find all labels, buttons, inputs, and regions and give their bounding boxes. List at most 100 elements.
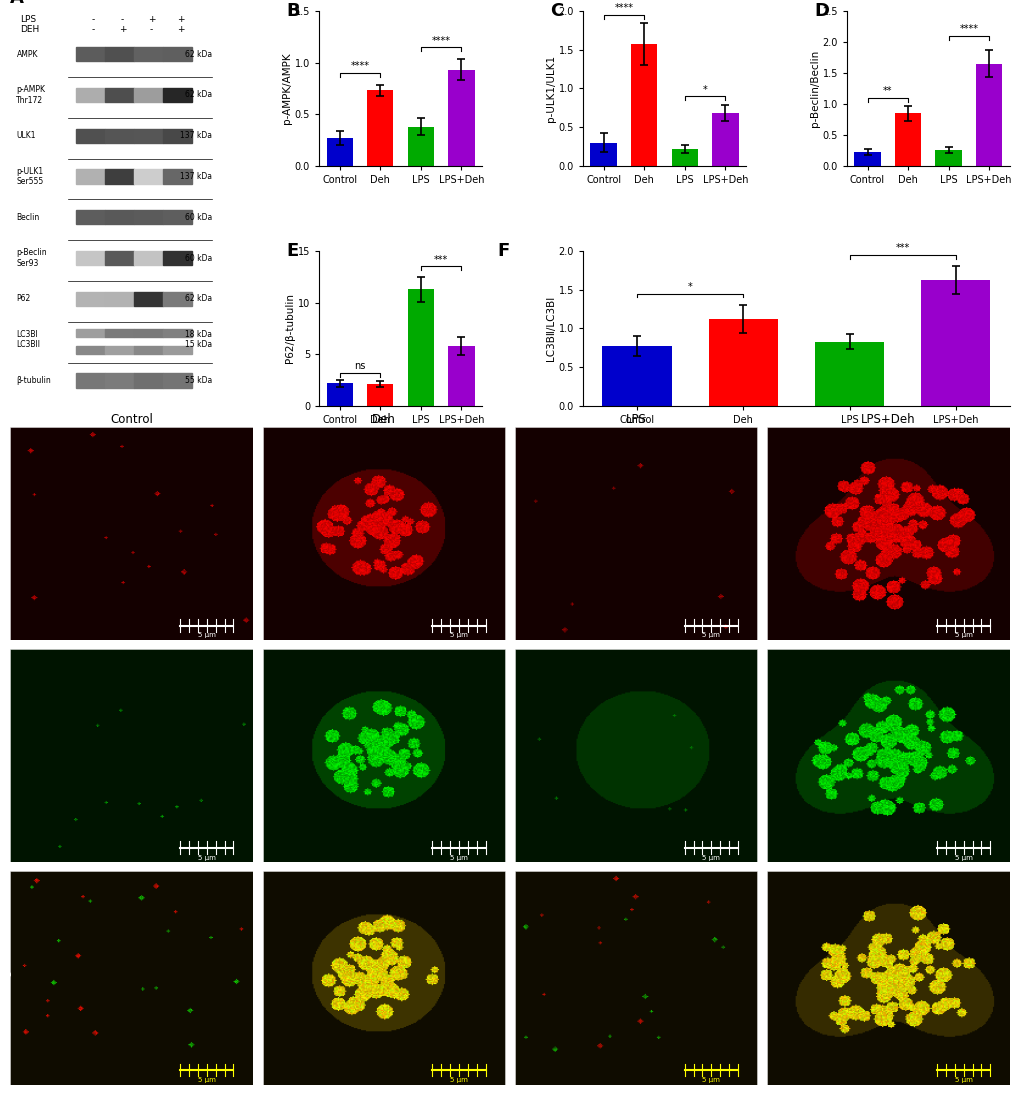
Bar — [105, 251, 133, 265]
Bar — [75, 47, 105, 61]
Text: -: - — [150, 25, 153, 34]
Bar — [814, 342, 883, 406]
Text: p-ULK1
Ser555: p-ULK1 Ser555 — [16, 167, 44, 186]
Bar — [75, 345, 105, 354]
Text: p-AMPK
Thr172: p-AMPK Thr172 — [16, 85, 46, 104]
Text: β-tubulin: β-tubulin — [16, 376, 51, 385]
Text: E: E — [286, 242, 299, 260]
Text: 137 kDa: 137 kDa — [179, 172, 212, 181]
Text: 5 μm: 5 μm — [449, 1077, 468, 1083]
Text: +: + — [148, 15, 155, 24]
Bar — [105, 374, 133, 388]
Text: ULK1: ULK1 — [16, 132, 36, 140]
Text: 5 μm: 5 μm — [954, 1077, 972, 1083]
Text: ****: **** — [959, 24, 977, 34]
Text: DEH: DEH — [20, 25, 40, 34]
Bar — [105, 170, 133, 184]
Y-axis label: LC3BⅡ/LC3BΙ: LC3BⅡ/LC3BΙ — [545, 296, 555, 361]
Text: 5 μm: 5 μm — [702, 632, 719, 639]
Text: 62 kDa: 62 kDa — [184, 49, 212, 58]
Bar — [105, 47, 133, 61]
Bar — [447, 346, 474, 406]
Text: ***: *** — [434, 255, 447, 265]
Text: +: + — [176, 15, 184, 24]
Text: 60 kDa: 60 kDa — [184, 253, 212, 263]
Bar — [326, 138, 353, 165]
Text: ****: **** — [431, 35, 450, 46]
Text: 18 kDa
15 kDa: 18 kDa 15 kDa — [184, 330, 212, 350]
Text: ****: **** — [613, 3, 633, 13]
Bar — [163, 345, 192, 354]
Text: **: ** — [882, 87, 892, 96]
Y-axis label: p-AMPK/AMPK: p-AMPK/AMPK — [281, 53, 291, 124]
Bar — [408, 126, 434, 165]
Text: -: - — [92, 25, 95, 34]
Bar — [590, 142, 616, 165]
Bar — [133, 88, 163, 102]
Bar — [105, 128, 133, 142]
Text: 62 kDa: 62 kDa — [184, 90, 212, 100]
Text: 5 μm: 5 μm — [449, 632, 468, 639]
Bar — [163, 292, 192, 306]
Text: 5 μm: 5 μm — [198, 632, 215, 639]
Bar — [854, 152, 879, 165]
Bar — [133, 292, 163, 306]
Text: +: + — [176, 25, 184, 34]
Bar — [133, 170, 163, 184]
Y-axis label: p-ULK1/ULK1: p-ULK1/ULK1 — [545, 55, 555, 122]
Y-axis label: P62/β-tubulin: P62/β-tubulin — [284, 294, 294, 364]
Text: 5 μm: 5 μm — [954, 632, 972, 639]
Bar — [671, 149, 697, 165]
Text: 62 kDa: 62 kDa — [184, 295, 212, 304]
Text: LPS: LPS — [20, 15, 37, 24]
Text: 5 μm: 5 μm — [702, 855, 719, 860]
Bar — [163, 170, 192, 184]
Text: LC3BI
LC3BII: LC3BI LC3BII — [16, 330, 41, 350]
Bar — [602, 346, 671, 406]
Text: 5 μm: 5 μm — [198, 855, 215, 860]
Bar — [133, 329, 163, 336]
Bar — [975, 64, 1002, 165]
Text: 5 μm: 5 μm — [449, 855, 468, 860]
Y-axis label: mRFP: mRFP — [0, 517, 11, 550]
Bar — [326, 384, 353, 406]
Bar — [934, 150, 961, 165]
Text: -: - — [92, 15, 95, 24]
Bar — [163, 128, 192, 142]
Title: LPS+Deh: LPS+Deh — [860, 413, 915, 425]
Text: B: B — [286, 2, 300, 20]
Bar — [163, 210, 192, 225]
Text: ****: **** — [351, 61, 369, 71]
Title: Control: Control — [110, 413, 153, 425]
Text: 55 kDa: 55 kDa — [184, 376, 212, 385]
Bar — [920, 279, 989, 406]
Y-axis label: Merge: Merge — [0, 960, 11, 996]
Bar — [133, 251, 163, 265]
Bar — [711, 113, 738, 165]
Title: Deh: Deh — [372, 413, 395, 425]
Text: 5 μm: 5 μm — [954, 855, 972, 860]
Bar — [75, 251, 105, 265]
Text: ***: *** — [895, 243, 909, 253]
Bar — [894, 113, 920, 165]
Bar — [447, 70, 474, 165]
Bar — [75, 329, 105, 336]
Bar — [163, 251, 192, 265]
Bar — [75, 374, 105, 388]
Text: 5 μm: 5 μm — [702, 1077, 719, 1083]
Text: 60 kDa: 60 kDa — [184, 213, 212, 221]
Bar — [367, 91, 393, 165]
Bar — [163, 88, 192, 102]
Bar — [163, 47, 192, 61]
Text: F: F — [497, 242, 510, 260]
Text: *: * — [702, 84, 707, 94]
Bar — [631, 44, 656, 165]
Text: 5 μm: 5 μm — [198, 1077, 215, 1083]
Bar — [133, 374, 163, 388]
Bar — [367, 385, 393, 406]
Bar — [163, 329, 192, 336]
Title: LPS: LPS — [625, 413, 646, 425]
Text: C: C — [550, 2, 564, 20]
Bar — [75, 88, 105, 102]
Bar — [133, 345, 163, 354]
